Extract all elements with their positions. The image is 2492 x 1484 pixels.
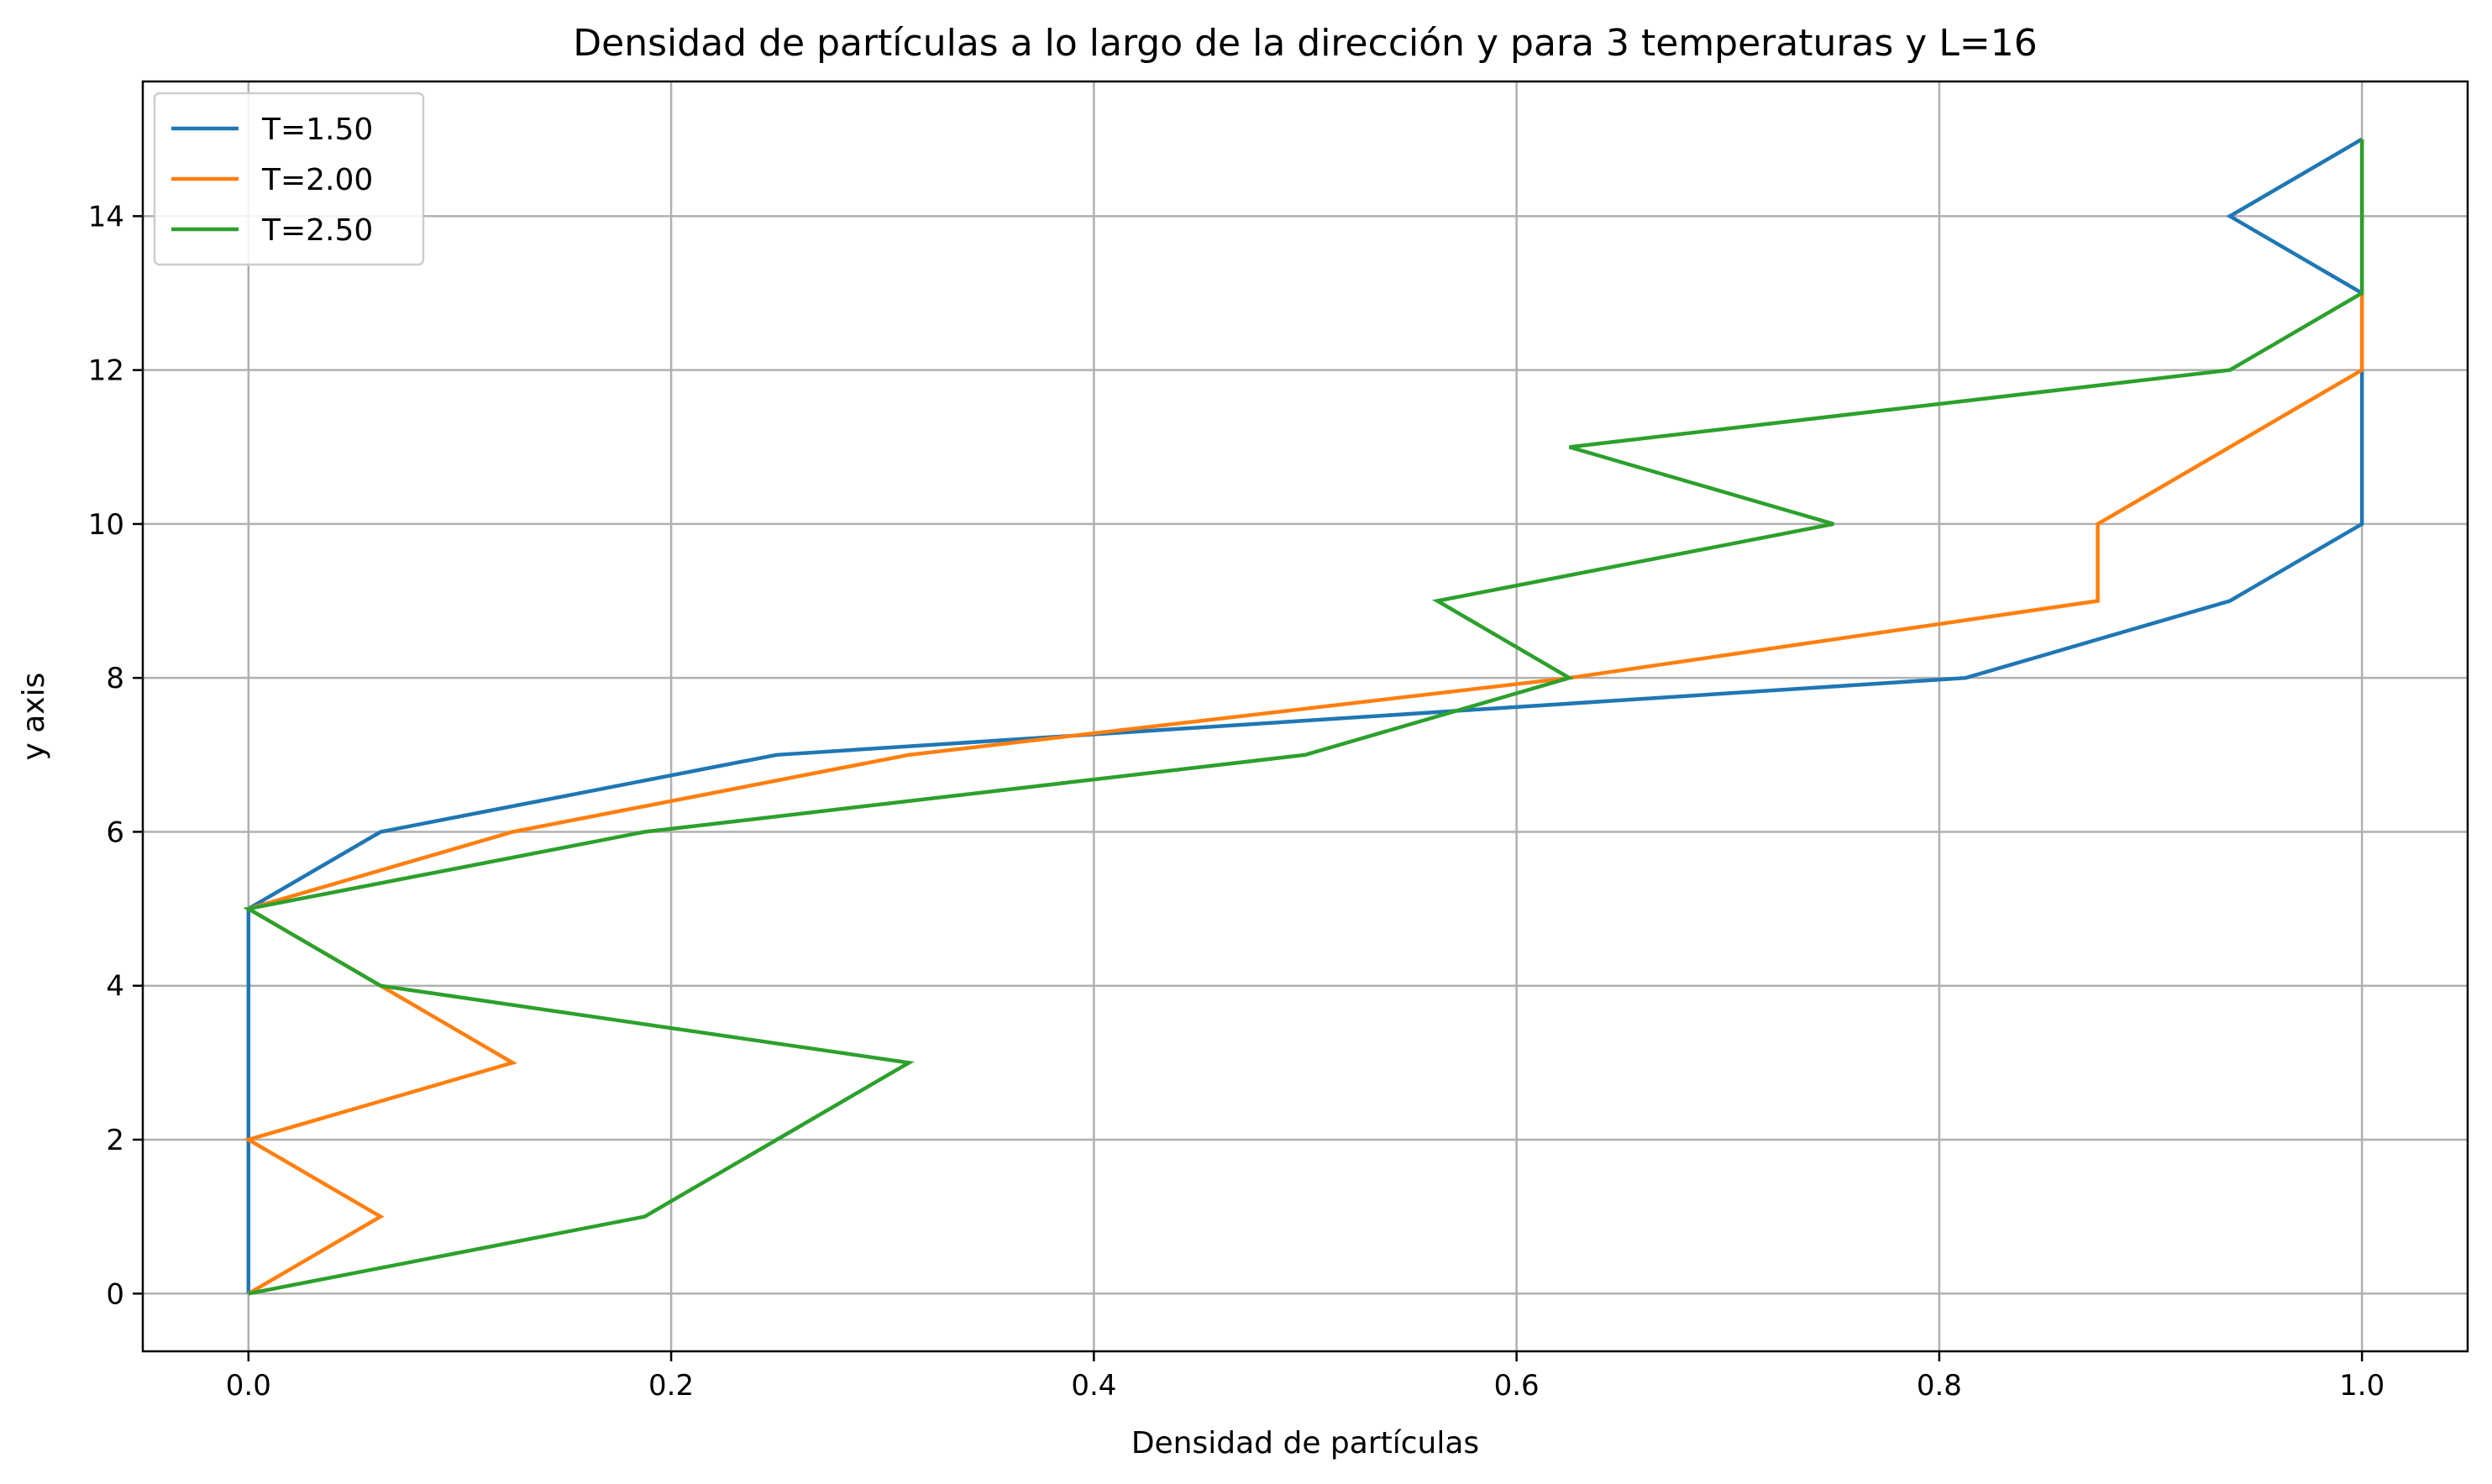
x-tick-label: 1.0 (2339, 1369, 2384, 1403)
legend-label: T=1.50 (261, 113, 373, 147)
legend: T=1.50 T=2.00 T=2.50 (153, 92, 425, 266)
plot-frame (141, 80, 2469, 1353)
y-tick-label: 2 (106, 1124, 124, 1157)
x-tick-label: 0.6 (1494, 1369, 1540, 1403)
y-tick-label: 6 (106, 815, 124, 849)
y-tick-label: 8 (106, 662, 124, 695)
legend-label: T=2.00 (261, 163, 373, 197)
ticks: 0.0 0.2 0.4 0.6 0.8 1.0 0 2 4 6 8 10 12 14 (88, 200, 2384, 1403)
y-tick-label: 0 (106, 1277, 124, 1311)
y-tick-label: 4 (106, 970, 124, 1004)
x-tick-label: 0.4 (1071, 1369, 1116, 1403)
y-tick-label: 12 (88, 354, 124, 388)
chart-title: Densidad de partículas a lo largo de la … (573, 22, 2037, 65)
series-layer (243, 137, 2364, 1296)
series-line-T=2.00 (244, 139, 2364, 1296)
series-line-T=2.50 (243, 139, 2364, 1296)
legend-label: T=2.50 (261, 213, 373, 248)
y-tick-label: 10 (88, 508, 124, 542)
grid (143, 81, 2468, 1351)
x-tick-label: 0.2 (648, 1369, 694, 1403)
y-axis-label: y axis (17, 673, 51, 761)
legend-box (153, 92, 425, 266)
y-tick-label: 14 (88, 200, 124, 233)
x-axis-label: Densidad de partículas (1131, 1426, 1479, 1460)
x-tick-label: 0.8 (1917, 1369, 1962, 1403)
x-tick-label: 0.0 (226, 1369, 271, 1403)
